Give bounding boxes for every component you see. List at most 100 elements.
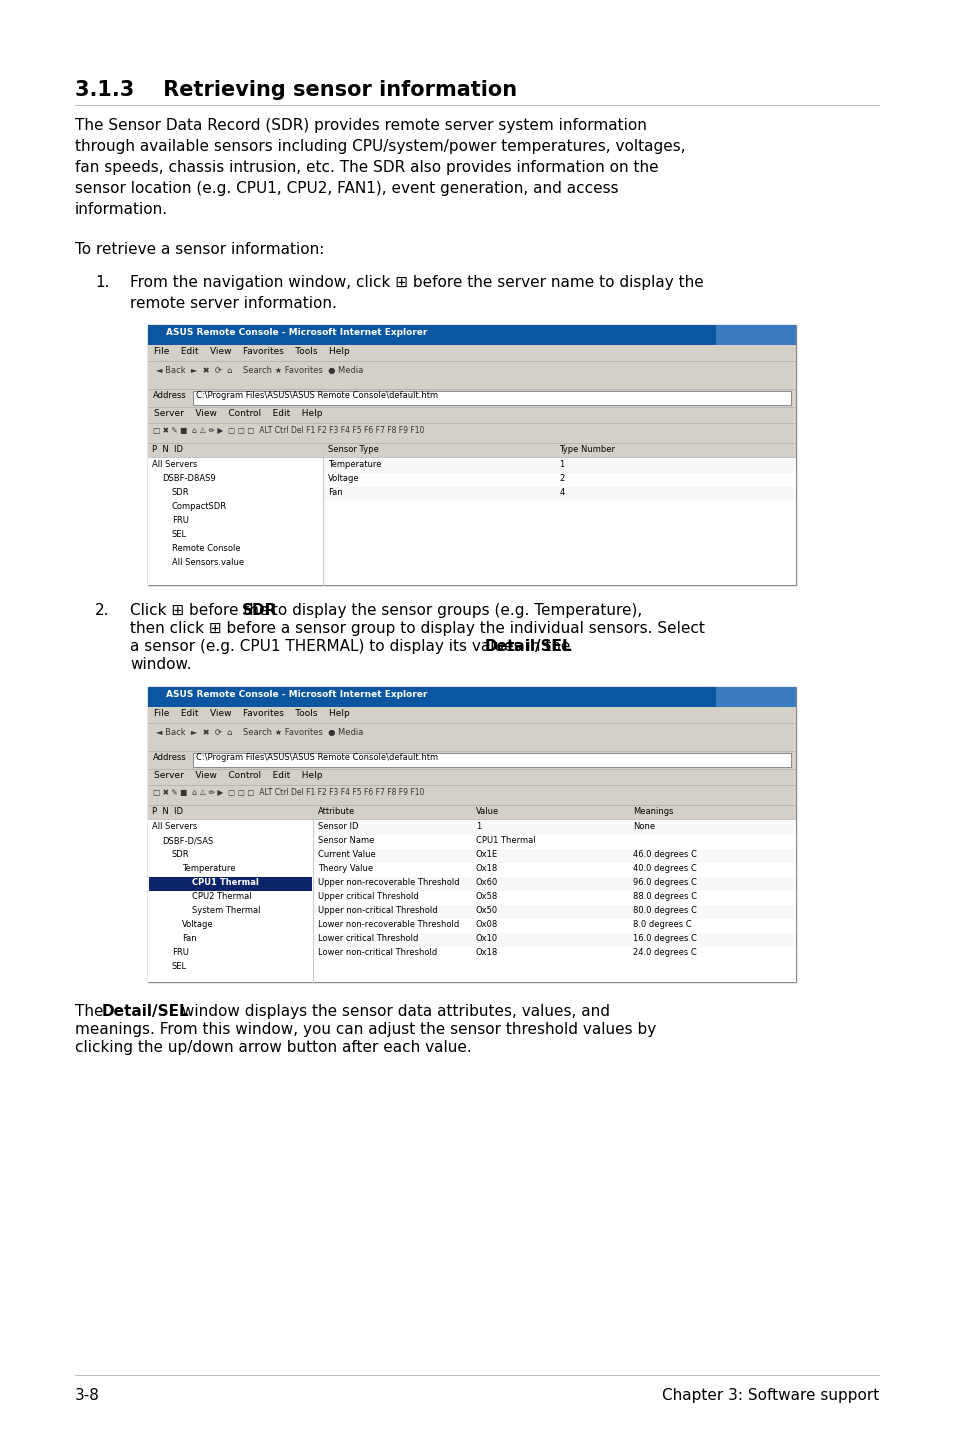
Bar <box>149 877 312 892</box>
Text: FRU: FRU <box>172 948 189 958</box>
Text: Fan: Fan <box>182 935 196 943</box>
Bar <box>148 687 795 982</box>
Text: CPU2 Thermal: CPU2 Thermal <box>192 892 252 902</box>
Text: then click ⊞ before a sensor group to display the individual sensors. Select: then click ⊞ before a sensor group to di… <box>130 621 704 636</box>
Text: Sensor ID: Sensor ID <box>317 823 358 831</box>
Text: Ox18: Ox18 <box>476 864 497 873</box>
Text: Ox08: Ox08 <box>476 920 497 929</box>
Text: 80.0 degrees C: 80.0 degrees C <box>633 906 697 915</box>
Text: 16.0 degrees C: 16.0 degrees C <box>633 935 697 943</box>
Text: CompactSDR: CompactSDR <box>172 502 227 510</box>
Text: Temperature: Temperature <box>182 864 235 873</box>
Text: File    Edit    View    Favorites    Tools    Help: File Edit View Favorites Tools Help <box>153 709 350 718</box>
Text: ◄ Back  ►  ✖  ⟳  ⌂    Search ★ Favorites  ● Media: ◄ Back ► ✖ ⟳ ⌂ Search ★ Favorites ● Medi… <box>156 367 363 375</box>
Text: SDR: SDR <box>172 487 190 498</box>
Text: Remote Console: Remote Console <box>172 544 240 554</box>
Text: Current Value: Current Value <box>317 850 375 858</box>
Bar <box>148 805 313 820</box>
Text: Lower critical Threshold: Lower critical Threshold <box>317 935 418 943</box>
Bar <box>313 933 795 948</box>
Bar <box>313 877 795 892</box>
Bar <box>148 805 313 982</box>
Bar <box>148 390 795 407</box>
Bar <box>323 487 795 500</box>
Text: 1: 1 <box>476 823 480 831</box>
Text: FRU: FRU <box>172 516 189 525</box>
Text: Sensor Type: Sensor Type <box>328 444 378 454</box>
Text: SEL: SEL <box>172 531 187 539</box>
Text: Attribute: Attribute <box>317 807 355 815</box>
Text: Server    View    Control    Edit    Help: Server View Control Edit Help <box>153 771 322 779</box>
Text: All Sensors.value: All Sensors.value <box>172 558 244 567</box>
Text: SDR: SDR <box>242 603 277 618</box>
Text: ASUS Remote Console - Microsoft Internet Explorer: ASUS Remote Console - Microsoft Internet… <box>166 690 427 699</box>
Text: 8.0 degrees C: 8.0 degrees C <box>633 920 691 929</box>
Text: Ox1E: Ox1E <box>476 850 497 858</box>
Text: 2: 2 <box>558 475 564 483</box>
Text: Detail/SEL: Detail/SEL <box>484 638 572 654</box>
Text: Voltage: Voltage <box>328 475 359 483</box>
Text: CPU1 Thermal: CPU1 Thermal <box>476 835 535 846</box>
Text: 40.0 degrees C: 40.0 degrees C <box>633 864 697 873</box>
Text: 46.0 degrees C: 46.0 degrees C <box>633 850 697 858</box>
Text: 3-8: 3-8 <box>75 1388 100 1403</box>
Text: ASUS Remote Console - Microsoft Internet Explorer: ASUS Remote Console - Microsoft Internet… <box>166 328 427 336</box>
Bar <box>148 407 795 423</box>
Bar <box>148 687 795 707</box>
Text: Ox50: Ox50 <box>476 906 497 915</box>
Bar <box>148 361 795 390</box>
Text: 3.1.3    Retrieving sensor information: 3.1.3 Retrieving sensor information <box>75 81 517 101</box>
Text: to display the sensor groups (e.g. Temperature),: to display the sensor groups (e.g. Tempe… <box>267 603 641 618</box>
Bar <box>148 443 323 457</box>
Bar <box>313 905 795 919</box>
Text: Detail/SEL: Detail/SEL <box>102 1004 190 1020</box>
Bar <box>313 848 795 863</box>
Bar <box>716 687 795 707</box>
Bar <box>313 821 795 835</box>
Bar <box>193 391 790 406</box>
Text: Lower non-critical Threshold: Lower non-critical Threshold <box>317 948 436 958</box>
Text: ◄ Back  ►  ✖  ⟳  ⌂    Search ★ Favorites  ● Media: ◄ Back ► ✖ ⟳ ⌂ Search ★ Favorites ● Medi… <box>156 728 363 738</box>
Text: 96.0 degrees C: 96.0 degrees C <box>633 879 697 887</box>
Text: Upper critical Threshold: Upper critical Threshold <box>317 892 418 902</box>
Text: All Servers: All Servers <box>152 460 197 469</box>
Text: P  N  ID: P N ID <box>152 444 183 454</box>
Bar <box>148 325 795 345</box>
Text: Type Number: Type Number <box>558 444 615 454</box>
Bar <box>323 443 795 457</box>
Text: Ox60: Ox60 <box>476 879 497 887</box>
Text: Ox18: Ox18 <box>476 948 497 958</box>
Text: 1: 1 <box>558 460 564 469</box>
Text: The Sensor Data Record (SDR) provides remote server system information
through a: The Sensor Data Record (SDR) provides re… <box>75 118 685 217</box>
Text: □ ✖ ✎ ■  ⌂ ⚠ ✏ ▶  ▢ ▢ ▢  ALT Ctrl Del F1 F2 F3 F4 F5 F6 F7 F8 F9 F10: □ ✖ ✎ ■ ⌂ ⚠ ✏ ▶ ▢ ▢ ▢ ALT Ctrl Del F1 F2… <box>152 788 424 797</box>
Text: Voltage: Voltage <box>182 920 213 929</box>
Text: To retrieve a sensor information:: To retrieve a sensor information: <box>75 242 324 257</box>
Text: C:\Program Files\ASUS\ASUS Remote Console\default.htm: C:\Program Files\ASUS\ASUS Remote Consol… <box>195 754 437 762</box>
Text: 4: 4 <box>558 487 564 498</box>
Text: clicking the up/down arrow button after each value.: clicking the up/down arrow button after … <box>75 1040 471 1055</box>
Bar <box>148 423 795 443</box>
Bar <box>148 723 795 751</box>
Text: None: None <box>633 823 655 831</box>
Text: 2.: 2. <box>95 603 110 618</box>
Text: C:\Program Files\ASUS\ASUS Remote Console\default.htm: C:\Program Files\ASUS\ASUS Remote Consol… <box>195 391 437 400</box>
Bar <box>716 325 795 345</box>
Text: Sensor Name: Sensor Name <box>317 835 374 846</box>
Text: Lower non-recoverable Threshold: Lower non-recoverable Threshold <box>317 920 458 929</box>
Bar <box>193 754 790 766</box>
Text: 88.0 degrees C: 88.0 degrees C <box>633 892 697 902</box>
Bar <box>323 443 795 585</box>
Text: P  N  ID: P N ID <box>152 807 183 815</box>
Text: Chapter 3: Software support: Chapter 3: Software support <box>661 1388 878 1403</box>
Text: SDR: SDR <box>172 850 190 858</box>
Text: CPU1 Thermal: CPU1 Thermal <box>192 879 258 887</box>
Bar <box>323 459 795 473</box>
Text: SEL: SEL <box>172 962 187 971</box>
Text: meanings. From this window, you can adjust the sensor threshold values by: meanings. From this window, you can adju… <box>75 1022 656 1037</box>
Text: System Thermal: System Thermal <box>192 906 260 915</box>
Bar <box>148 345 795 361</box>
Bar <box>313 805 795 982</box>
Text: window displays the sensor data attributes, values, and: window displays the sensor data attribut… <box>177 1004 609 1020</box>
Text: From the navigation window, click ⊞ before the server name to display the
remote: From the navigation window, click ⊞ befo… <box>130 275 703 311</box>
Text: DSBF-D8AS9: DSBF-D8AS9 <box>162 475 215 483</box>
